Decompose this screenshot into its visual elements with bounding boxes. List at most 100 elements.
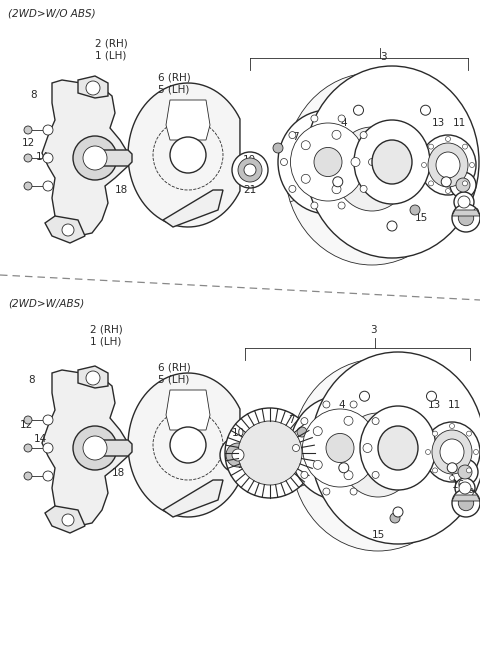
Polygon shape [166,390,210,430]
Ellipse shape [302,409,377,487]
Ellipse shape [290,123,365,201]
Ellipse shape [244,164,256,176]
Ellipse shape [290,396,390,500]
Circle shape [332,185,341,194]
Circle shape [369,159,375,166]
Text: (2WD>W/ABS): (2WD>W/ABS) [8,298,84,308]
Polygon shape [166,100,210,140]
Circle shape [311,202,318,209]
Text: 4: 4 [338,400,345,410]
Ellipse shape [291,359,465,551]
Text: 3: 3 [370,325,377,335]
Circle shape [462,181,468,186]
Circle shape [449,424,455,428]
Circle shape [445,189,451,193]
Circle shape [372,418,379,424]
Text: 1 (LH): 1 (LH) [90,337,121,347]
Circle shape [43,181,53,191]
Ellipse shape [334,127,410,211]
Polygon shape [42,80,128,236]
Text: 21: 21 [237,460,250,470]
Polygon shape [45,506,85,533]
Circle shape [170,137,206,173]
Circle shape [86,371,100,385]
Ellipse shape [360,406,436,490]
Text: 10: 10 [243,155,256,165]
Circle shape [86,81,100,95]
Circle shape [360,185,367,193]
Circle shape [73,426,117,470]
Circle shape [441,177,451,187]
Circle shape [350,488,357,495]
Circle shape [323,488,330,495]
Ellipse shape [226,443,250,467]
Text: 14: 14 [34,434,47,444]
Ellipse shape [305,66,479,258]
Circle shape [390,513,400,523]
Ellipse shape [232,449,244,461]
Text: 13: 13 [432,118,445,128]
Ellipse shape [311,352,480,544]
Ellipse shape [436,152,460,178]
Circle shape [43,415,53,425]
Circle shape [462,144,468,149]
Text: 16: 16 [452,480,465,490]
Ellipse shape [458,495,474,511]
Text: 1 (LH): 1 (LH) [95,50,126,60]
Text: 4: 4 [340,118,347,128]
Text: 12: 12 [22,138,35,148]
Text: 11: 11 [448,400,461,410]
Circle shape [338,202,345,209]
Ellipse shape [340,413,416,497]
Text: 8: 8 [28,375,35,385]
Circle shape [24,472,32,480]
Circle shape [43,153,53,163]
Circle shape [447,463,457,473]
Text: (2WD>W/O ABS): (2WD>W/O ABS) [8,8,96,18]
Polygon shape [452,210,480,216]
Circle shape [83,436,107,460]
Polygon shape [42,370,128,526]
Circle shape [360,391,370,402]
Circle shape [393,507,403,517]
Ellipse shape [278,110,378,214]
Circle shape [24,416,32,424]
Circle shape [170,427,206,463]
Text: 12: 12 [20,420,33,430]
Circle shape [24,182,32,190]
Text: 9: 9 [472,208,479,218]
Ellipse shape [238,158,262,182]
Circle shape [280,159,288,166]
Ellipse shape [354,120,430,204]
Circle shape [469,162,475,168]
Polygon shape [78,76,108,98]
Circle shape [350,401,357,408]
Circle shape [425,449,431,455]
Circle shape [467,468,471,473]
Ellipse shape [378,426,418,470]
Polygon shape [452,495,480,501]
Circle shape [301,472,308,478]
Ellipse shape [225,408,315,498]
Circle shape [429,144,433,149]
Circle shape [410,205,420,215]
Text: 15: 15 [415,213,428,223]
Circle shape [24,126,32,134]
Text: 11: 11 [453,118,466,128]
Circle shape [339,463,349,473]
Circle shape [338,115,345,122]
Text: 10: 10 [232,428,245,438]
Ellipse shape [285,73,459,265]
Text: 3: 3 [380,52,386,62]
Polygon shape [95,150,132,166]
Circle shape [332,130,341,140]
Text: 18: 18 [112,468,125,478]
Circle shape [432,431,438,436]
Text: 2 (RH): 2 (RH) [90,325,123,335]
Polygon shape [78,366,108,388]
Circle shape [344,471,353,479]
Circle shape [62,224,74,236]
Ellipse shape [428,143,468,187]
Ellipse shape [450,172,476,198]
Circle shape [427,391,436,402]
